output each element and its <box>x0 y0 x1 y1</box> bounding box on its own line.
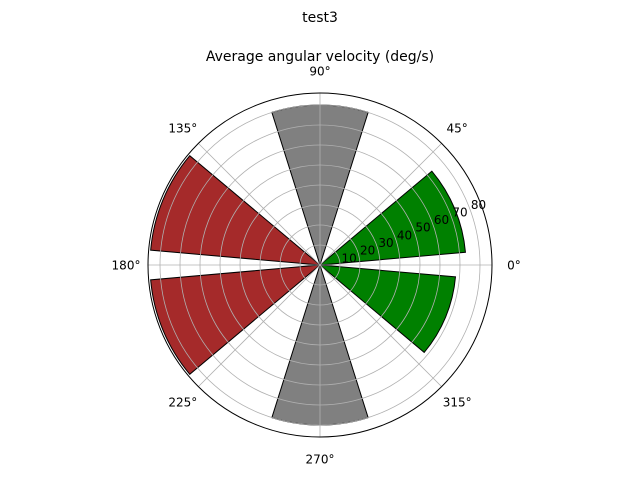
r-gridline-4 <box>219 164 421 366</box>
theta-gridline-7 <box>319 264 442 387</box>
r-gridline-0 <box>299 244 341 286</box>
r-tick-label-5: 60 <box>434 213 449 227</box>
r-tick-label-2: 30 <box>378 236 393 250</box>
r-gridline-3 <box>239 184 401 346</box>
theta-gridline-5 <box>198 264 321 387</box>
grid-layer <box>148 93 492 437</box>
theta-tick-label-1: 45° <box>447 121 468 135</box>
bar-0 <box>318 170 466 266</box>
r-gridline-1 <box>279 224 361 306</box>
bar-3 <box>150 264 322 375</box>
r-gridline-5 <box>199 144 441 386</box>
theta-tick-label-3: 135° <box>168 121 197 135</box>
figure-suptitle: test3 <box>302 10 338 26</box>
bar-2 <box>150 155 322 266</box>
theta-tick-label-0: 0° <box>507 259 521 273</box>
theta-gridline-3 <box>198 143 321 266</box>
r-tick-label-4: 50 <box>415 221 430 235</box>
r-tick-label-1: 20 <box>360 244 375 258</box>
theta-tick-label-7: 315° <box>443 396 472 410</box>
theta-tick-label-4: 180° <box>112 259 141 273</box>
r-tick-label-0: 10 <box>341 251 356 265</box>
theta-tick-label-6: 270° <box>306 453 335 467</box>
chart-title: Average angular velocity (deg/s) <box>206 49 434 65</box>
theta-gridline-1 <box>319 143 442 266</box>
polar-frame <box>147 92 493 438</box>
r-tick-label-3: 40 <box>397 228 412 242</box>
r-gridline-6 <box>179 124 461 406</box>
theta-tick-label-2: 90° <box>309 65 330 79</box>
r-tick-label-7: 80 <box>471 198 486 212</box>
theta-tick-label-5: 225° <box>168 396 197 410</box>
r-gridline-2 <box>259 204 381 326</box>
r-gridline-7 <box>159 104 481 426</box>
r-tick-label-6: 70 <box>452 205 467 219</box>
